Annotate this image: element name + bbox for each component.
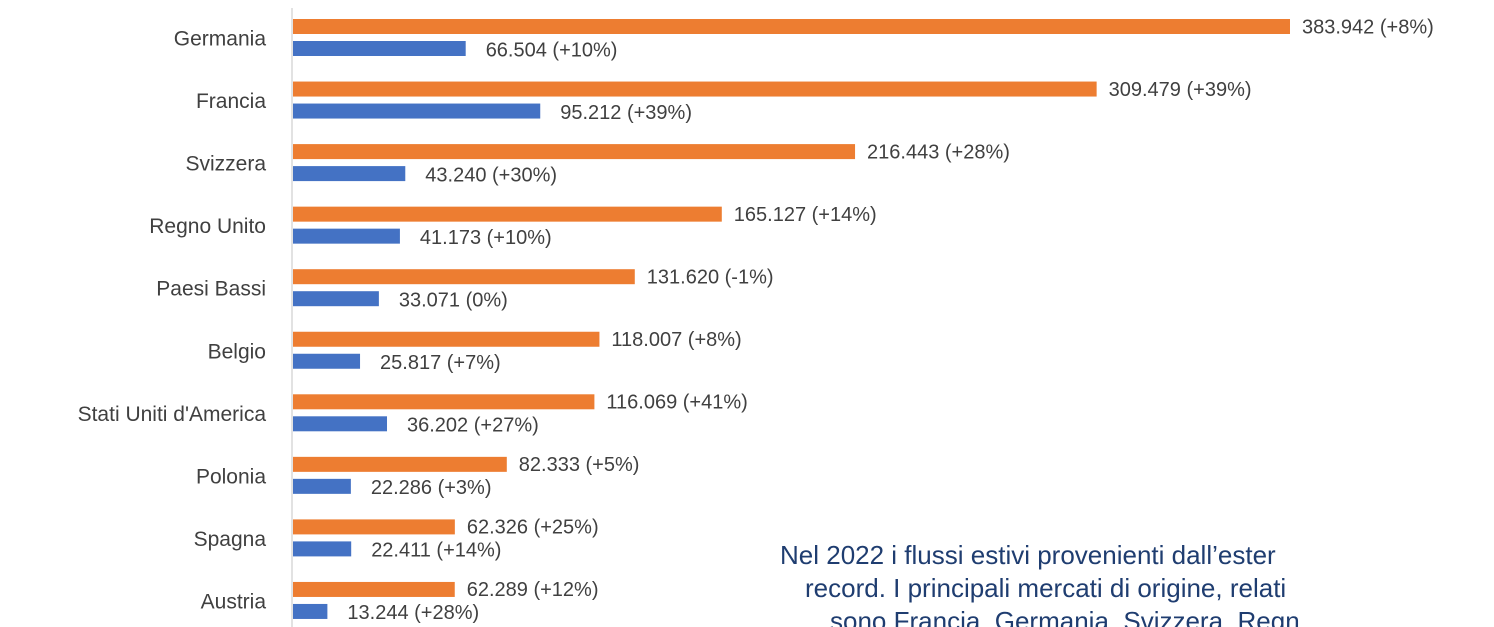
bar [293, 269, 635, 285]
bar [293, 103, 541, 119]
category-label: Belgio [208, 340, 266, 363]
value-label: 116.069 (+41%) [606, 392, 747, 414]
value-label: 66.504 (+10%) [486, 39, 618, 61]
value-label: 41.173 (+10%) [420, 227, 552, 249]
value-label: 25.817 (+7%) [380, 352, 501, 374]
bar [293, 603, 328, 619]
bar [293, 291, 379, 307]
bar [293, 166, 406, 182]
bar [293, 416, 388, 432]
value-label: 36.202 (+27%) [407, 415, 539, 437]
category-label: Austria [201, 590, 267, 613]
value-label: 383.942 (+8%) [1302, 16, 1434, 38]
bar [293, 519, 455, 535]
category-label: Germania [174, 28, 267, 51]
bar [293, 19, 1290, 34]
bar [293, 144, 856, 160]
value-label: 131.620 (-1%) [647, 266, 774, 288]
value-label: 22.411 (+14%) [371, 540, 501, 562]
bar [293, 394, 595, 410]
category-label: Paesi Bassi [156, 278, 266, 301]
bar [293, 581, 455, 597]
value-label: 82.333 (+5%) [519, 454, 640, 476]
annotation: sono Francia, Germania, Svizzera, Regn [830, 606, 1300, 627]
bar [293, 456, 507, 472]
value-label: 95.212 (+39%) [560, 102, 692, 124]
value-label: 309.479 (+39%) [1109, 79, 1252, 101]
category-label: Spagna [194, 528, 267, 551]
value-label: 216.443 (+28%) [867, 141, 1010, 163]
bar [293, 206, 722, 222]
category-label: Stati Uniti d'America [78, 403, 267, 426]
category-label: Svizzera [185, 153, 266, 176]
value-label: 33.071 (0%) [399, 289, 508, 311]
annotation: Nel 2022 i flussi estivi provenienti dal… [780, 540, 1276, 570]
value-label: 62.326 (+25%) [467, 517, 599, 539]
category-label: Regno Unito [149, 215, 266, 238]
value-label: 118.007 (+8%) [611, 329, 741, 351]
category-label: Francia [196, 90, 266, 113]
bar [293, 541, 352, 557]
value-label: 62.289 (+12%) [467, 579, 599, 601]
bar [293, 228, 400, 244]
bar [293, 353, 361, 369]
bar [293, 331, 600, 347]
bar [293, 41, 466, 56]
category-label: Polonia [196, 465, 266, 488]
annotation: record. I principali mercati di origine,… [805, 573, 1286, 603]
bar [293, 478, 351, 494]
value-label: 22.286 (+3%) [371, 477, 492, 499]
value-label: 43.240 (+30%) [425, 164, 557, 186]
value-label: 165.127 (+14%) [734, 204, 877, 226]
bar [293, 81, 1097, 97]
value-label: 13.244 (+28%) [347, 602, 479, 624]
